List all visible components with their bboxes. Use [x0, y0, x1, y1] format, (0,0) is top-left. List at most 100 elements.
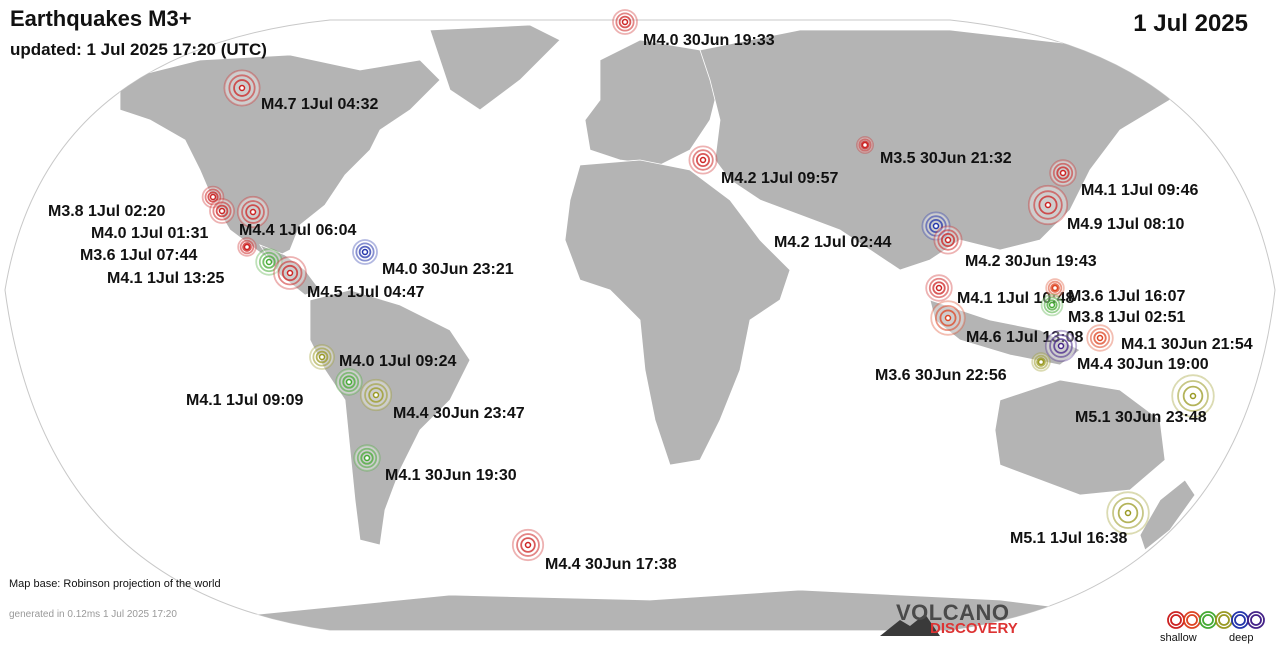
quake-epicenter — [621, 18, 629, 26]
quake-ring — [1036, 357, 1046, 367]
quake-ring — [1177, 380, 1209, 412]
quake-label: M4.4 30Jun 19:00 — [1077, 356, 1209, 373]
quake-marker[interactable]: M4.2 1Jul 09:57 — [688, 145, 839, 187]
quake-ring — [1033, 190, 1063, 220]
quake-ring — [695, 152, 711, 168]
quake-marker[interactable]: M4.7 1Jul 04:32 — [223, 69, 379, 113]
quake-ring — [364, 383, 388, 407]
quake-marker[interactable]: M3.8 1Jul 02:51 — [1040, 293, 1186, 326]
quake-marker[interactable]: M4.4 1Jul 06:04 — [236, 195, 357, 239]
quake-marker[interactable]: M3.6 1Jul 16:07 — [1045, 278, 1186, 305]
quake-label: M3.6 30Jun 22:56 — [875, 367, 1007, 384]
quake-ring — [1053, 338, 1069, 354]
quake-ring — [338, 371, 360, 393]
quake-marker[interactable]: M4.1 30Jun 19:30 — [353, 444, 517, 484]
quake-ring — [228, 74, 256, 102]
quake-marker[interactable]: M4.1 1Jul 09:46 — [1049, 159, 1199, 199]
quake-ring — [355, 242, 375, 262]
legend-shallow-label: shallow — [1160, 632, 1197, 644]
legend-depth-ring — [1186, 614, 1198, 626]
quake-marker[interactable]: M4.1 1Jul 10:48 — [925, 274, 1075, 307]
quake-ring — [935, 305, 961, 331]
map-base-credit: Map base: Robinson projection of the wor… — [9, 578, 221, 590]
legend-depth-ring — [1202, 614, 1214, 626]
quake-ring — [277, 260, 303, 286]
quake-ring — [360, 451, 374, 465]
quake-ring — [281, 264, 299, 282]
quake-marker[interactable]: M5.1 30Jun 23:48 — [1075, 374, 1215, 426]
quake-marker[interactable]: M3.6 30Jun 22:56 — [875, 352, 1051, 384]
quake-ring — [1046, 299, 1058, 311]
quake-ring — [356, 447, 378, 469]
quake-ring — [1089, 327, 1111, 349]
quake-ring — [932, 281, 946, 295]
quake-label: M4.1 1Jul 09:46 — [1081, 182, 1199, 199]
quake-marker[interactable]: M4.0 1Jul 01:31 — [91, 198, 235, 242]
quake-marker[interactable]: M4.0 30Jun 19:33 — [612, 9, 775, 49]
quake-ring — [1049, 334, 1073, 358]
quake-ring — [939, 309, 957, 327]
quake-epicenter — [1051, 284, 1059, 292]
land-greenland — [429, 24, 561, 111]
quake-ring — [312, 347, 332, 367]
land-new-zealand — [1139, 479, 1196, 551]
quake-marker[interactable]: M4.1 1Jul 09:09 — [186, 368, 363, 409]
quake-marker[interactable]: M4.0 1Jul 09:24 — [309, 344, 457, 370]
logo-volcano[interactable]: VOLCANO — [896, 600, 1010, 625]
legend-deep-label: deep — [1229, 632, 1254, 644]
volcano-logo-icon[interactable] — [880, 614, 940, 636]
quake-label: M4.5 1Jul 04:47 — [307, 284, 425, 301]
quake-label: M4.4 30Jun 17:38 — [545, 556, 677, 573]
quake-marker[interactable]: M3.5 30Jun 21:32 — [856, 136, 1012, 167]
quake-ring — [858, 138, 872, 152]
quake-marker[interactable]: M4.1 1Jul 13:25 — [107, 248, 283, 287]
quake-epicenter — [1124, 509, 1132, 517]
quake-ring — [1182, 385, 1204, 407]
quake-label: M4.2 1Jul 09:57 — [721, 170, 839, 187]
quake-epicenter — [286, 269, 294, 277]
quake-marker[interactable]: M4.2 30Jun 19:43 — [933, 225, 1097, 270]
quake-label: M3.6 1Jul 07:44 — [80, 247, 198, 264]
quake-marker[interactable]: M5.1 1Jul 16:38 — [1010, 491, 1150, 547]
quake-ring — [342, 375, 356, 389]
quake-ring — [1050, 283, 1060, 293]
quake-ring — [1047, 280, 1063, 296]
quake-marker[interactable]: M4.6 1Jul 13:08 — [930, 300, 1084, 346]
quake-label: M4.0 30Jun 23:21 — [382, 261, 514, 278]
quake-label: M4.2 30Jun 19:43 — [965, 253, 1097, 270]
logo-discovery[interactable]: DISCOVERY — [930, 620, 1018, 637]
quake-epicenter — [944, 236, 952, 244]
quake-label: M4.6 1Jul 13:08 — [966, 329, 1084, 346]
quake-ring — [262, 255, 276, 269]
land-africa — [564, 159, 791, 466]
quake-marker[interactable]: M4.1 30Jun 21:54 — [1086, 324, 1253, 353]
legend-depth-ring — [1250, 614, 1262, 626]
quake-marker[interactable]: M4.5 1Jul 04:47 — [273, 256, 425, 301]
quake-ring — [860, 140, 870, 150]
quake-label: M4.4 30Jun 23:47 — [393, 405, 525, 422]
quake-label: M4.0 30Jun 19:33 — [643, 32, 775, 49]
quake-ring — [207, 191, 219, 203]
quake-marker[interactable]: M4.4 30Jun 17:38 — [511, 528, 677, 573]
quake-epicenter — [318, 353, 326, 361]
quake-marker[interactable]: M4.4 30Jun 23:47 — [359, 378, 525, 422]
depth-legend — [1167, 611, 1265, 629]
quake-ring — [1056, 166, 1070, 180]
quakes-layer: M4.0 30Jun 19:33 M4.7 1Jul 04:32 M3.5 30Ju… — [48, 9, 1253, 573]
quake-epicenter — [1189, 392, 1197, 400]
quake-epicenter — [861, 141, 869, 149]
quake-marker[interactable]: M4.2 1Jul 02:44 — [774, 211, 951, 251]
quake-label: M3.6 1Jul 16:07 — [1068, 288, 1186, 305]
quake-marker[interactable]: M4.0 30Jun 23:21 — [352, 239, 514, 278]
quake-marker[interactable]: M4.9 1Jul 08:10 — [1027, 184, 1185, 233]
quake-marker[interactable]: M4.4 30Jun 19:00 — [1044, 329, 1209, 373]
quake-marker[interactable]: M3.8 1Jul 02:20 — [48, 185, 225, 220]
quake-epicenter — [1057, 342, 1065, 350]
quake-epicenter — [935, 284, 943, 292]
quake-label: M4.1 30Jun 21:54 — [1121, 336, 1253, 353]
quake-label: M4.1 1Jul 13:25 — [107, 270, 225, 287]
quake-ring — [1033, 354, 1049, 370]
quake-marker[interactable]: M3.6 1Jul 07:44 — [80, 237, 257, 264]
quake-epicenter — [1044, 201, 1052, 209]
